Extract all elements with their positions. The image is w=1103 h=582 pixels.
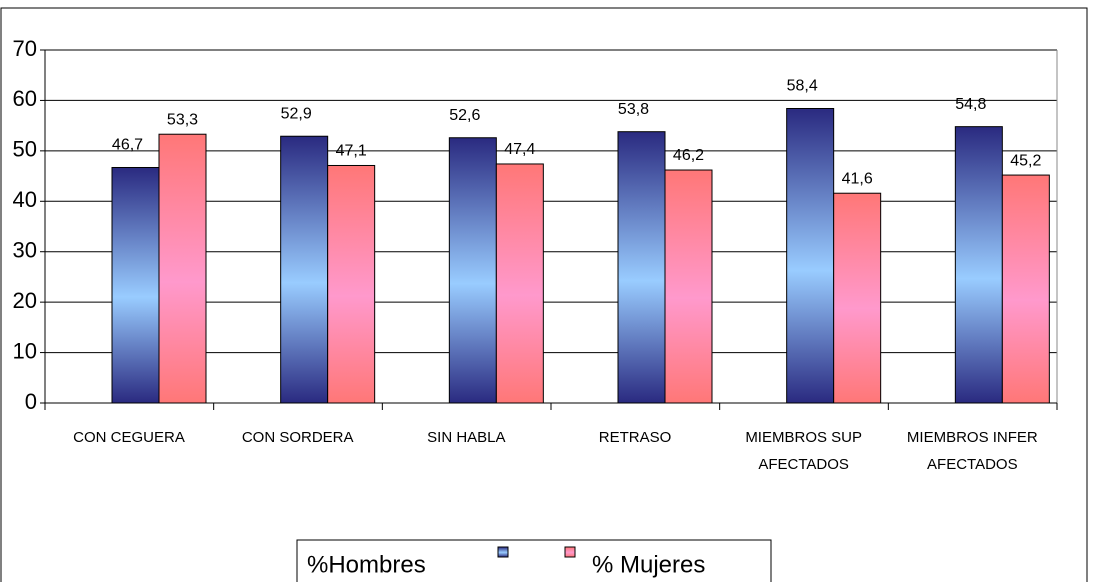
bar bbox=[448, 137, 497, 404]
bar bbox=[111, 166, 160, 404]
bar bbox=[954, 126, 1003, 404]
value-label: 47,1 bbox=[336, 143, 367, 160]
y-tick-label: 50 bbox=[13, 137, 37, 162]
value-label: 54,8 bbox=[955, 96, 986, 113]
bar bbox=[617, 131, 666, 404]
bar bbox=[158, 133, 207, 404]
legend-label: % Mujeres bbox=[592, 551, 705, 578]
value-label: 53,3 bbox=[167, 111, 198, 128]
value-label: 58,4 bbox=[787, 78, 818, 95]
y-tick-label: 0 bbox=[25, 389, 37, 414]
y-tick-label: 70 bbox=[13, 36, 37, 61]
value-label: 41,6 bbox=[842, 170, 873, 187]
bar bbox=[280, 135, 329, 404]
value-label: 47,4 bbox=[504, 141, 535, 158]
x-tick-label: SIN HABLA bbox=[427, 429, 506, 446]
value-label: 46,7 bbox=[112, 137, 143, 154]
value-label: 52,6 bbox=[449, 107, 480, 124]
value-label: 45,2 bbox=[1010, 152, 1041, 169]
bar bbox=[327, 164, 376, 404]
value-label: 46,2 bbox=[673, 147, 704, 164]
bar bbox=[664, 169, 713, 404]
y-tick-label: 30 bbox=[13, 238, 37, 263]
value-label: 52,9 bbox=[281, 105, 312, 122]
chart-frame bbox=[0, 7, 1088, 582]
y-tick-label: 20 bbox=[13, 288, 37, 313]
legend-label: %Hombres bbox=[307, 551, 426, 578]
y-tick-label: 10 bbox=[13, 338, 37, 363]
y-tick-label: 60 bbox=[13, 86, 37, 111]
bar bbox=[495, 163, 544, 404]
bar bbox=[1001, 174, 1050, 404]
bar bbox=[786, 107, 835, 404]
x-tick-label: CON CEGUERA bbox=[73, 429, 185, 446]
bar bbox=[833, 192, 882, 404]
x-tick-label: CON SORDERA bbox=[241, 429, 354, 446]
legend-swatch bbox=[497, 546, 509, 558]
x-tick-label: RETRASO bbox=[598, 429, 672, 446]
value-label: 53,8 bbox=[618, 101, 649, 118]
x-tick-label: MIEMBROS SUP AFECTADOS bbox=[745, 429, 862, 473]
legend-swatch bbox=[564, 546, 576, 558]
x-tick-label: MIEMBROS INFER AFECTADOS bbox=[906, 429, 1038, 473]
y-tick-label: 40 bbox=[13, 187, 37, 212]
legend-box bbox=[296, 539, 772, 582]
